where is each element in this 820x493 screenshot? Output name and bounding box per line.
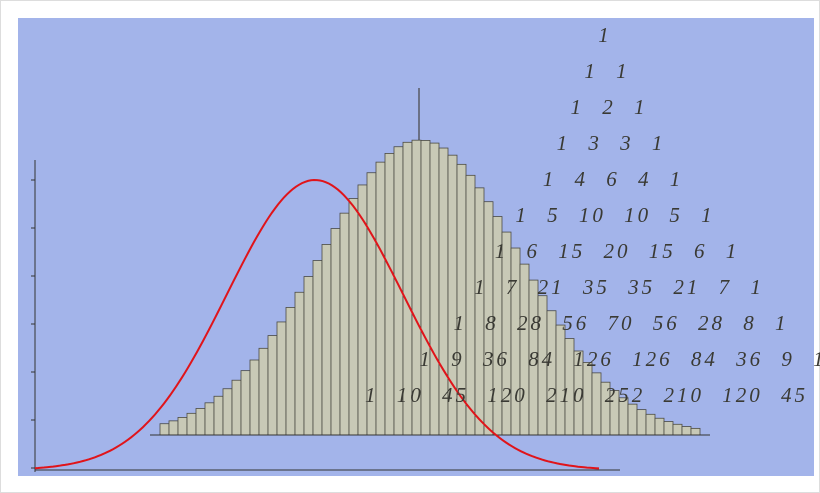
- histogram-bar: [303, 276, 314, 436]
- pascal-row: 1 6 15 20 15 6 1: [495, 239, 740, 263]
- histogram-bar: [555, 324, 566, 436]
- pascal-row: 1 2 1: [571, 95, 648, 119]
- histogram-bar: [231, 379, 242, 436]
- histogram-bar: [348, 198, 359, 436]
- pascal-row: 1 10 45 120 210 252 210 120 45 10 1: [365, 383, 820, 407]
- pascal-row: 1 8 28 56 70 56 28 8 1: [454, 311, 789, 335]
- histogram-bar: [672, 423, 683, 436]
- histogram-bar: [240, 370, 251, 436]
- histogram-bar: [285, 307, 296, 436]
- histogram-bar: [186, 412, 197, 436]
- histogram-bar: [294, 291, 305, 436]
- histogram-bar: [195, 408, 206, 436]
- normal-curve: [34, 178, 600, 470]
- histogram-bar: [330, 228, 341, 436]
- histogram-bar: [258, 347, 269, 436]
- histogram-bar: [312, 260, 323, 436]
- histogram-bar: [321, 244, 332, 436]
- pascal-row: 1 3 3 1: [557, 131, 666, 155]
- histogram-bar: [663, 421, 674, 436]
- histogram-bar: [276, 321, 287, 436]
- histogram-bar: [681, 426, 692, 436]
- pascal-triangle: 1 1 1 1 2 1 1 3 3 1 1 4 6 4 1 1 5 10 10 5 1 1 …: [365, 23, 820, 407]
- pascal-row: 1: [598, 23, 612, 47]
- histogram-bar: [159, 423, 170, 436]
- histogram-bar: [213, 395, 224, 436]
- pascal-row: 1 7 21 35 35 21 7 1: [474, 275, 764, 299]
- histogram-bar: [222, 388, 233, 436]
- pascal-row: 1 9 36 84 126 126 84 36 9 1: [419, 347, 820, 371]
- histogram-bar: [249, 359, 260, 436]
- histogram: [150, 139, 710, 436]
- histogram-bar: [204, 402, 215, 436]
- histogram-bar: [267, 335, 278, 436]
- histogram-bar: [177, 417, 188, 436]
- histogram-bar: [654, 417, 665, 436]
- pascal-row: 1 1: [584, 59, 629, 83]
- histogram-bar: [627, 403, 638, 436]
- histogram-bar: [636, 409, 647, 436]
- histogram-bar: [168, 420, 179, 436]
- pascal-row: 1 5 10 10 5 1: [515, 203, 714, 227]
- histogram-bar: [690, 427, 701, 436]
- histogram-bar: [339, 212, 350, 436]
- pascal-row: 1 4 6 4 1: [543, 167, 684, 191]
- histogram-bar: [645, 413, 656, 436]
